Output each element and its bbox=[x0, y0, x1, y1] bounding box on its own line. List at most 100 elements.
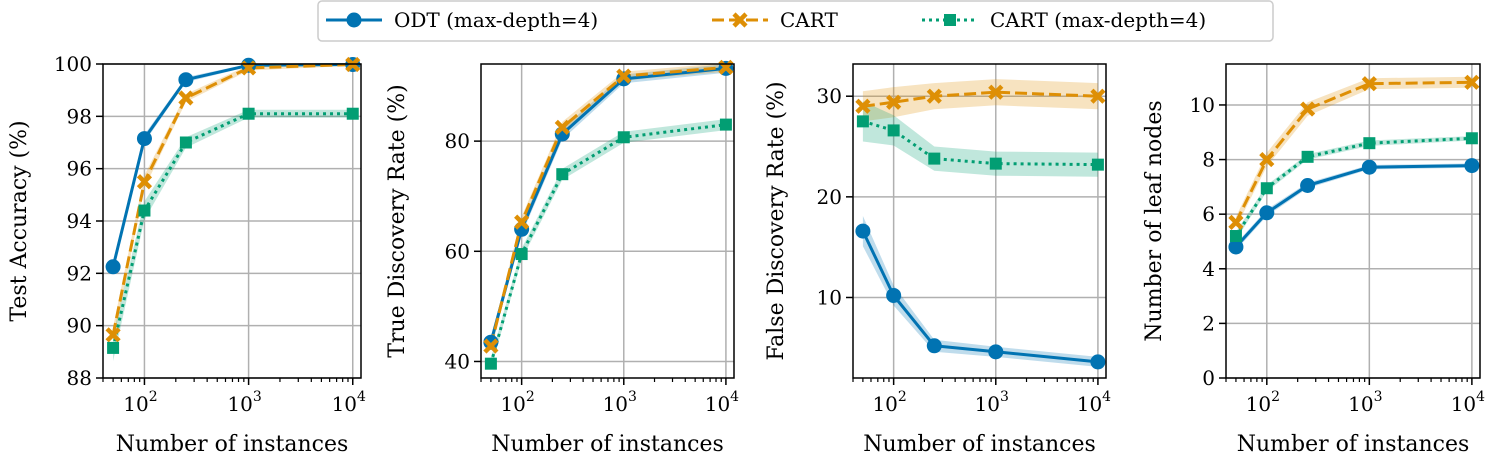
point-cart_d4-3 bbox=[1301, 150, 1314, 163]
point-cart_d4-4 bbox=[1363, 137, 1376, 150]
y-tick-label-1: 10 bbox=[817, 285, 842, 309]
y-tick-label-2: 2 bbox=[1202, 311, 1215, 335]
series-line-cart_d4 bbox=[862, 119, 1098, 167]
band-odt bbox=[1235, 163, 1472, 251]
x-tick-label-exp: 4 bbox=[1476, 389, 1485, 405]
x-tick-label-2: 103 bbox=[975, 389, 1009, 416]
point-cart-5 bbox=[1464, 74, 1480, 90]
point-cart_d4-2 bbox=[1260, 182, 1273, 195]
x-axis-label: Number of instances bbox=[863, 432, 1096, 457]
y-tick-label-5: 8 bbox=[1202, 148, 1215, 172]
legend-label-odt: ODT (max-depth=4) bbox=[394, 8, 598, 32]
y-tick-label-3: 30 bbox=[817, 84, 842, 108]
x-tick-label-exp: 4 bbox=[357, 389, 366, 405]
point-cart_d4-5 bbox=[346, 107, 359, 120]
point-cart-3 bbox=[554, 119, 570, 135]
band-cart bbox=[490, 62, 726, 352]
point-cart-2 bbox=[886, 94, 902, 110]
point-cart_d4-1 bbox=[107, 341, 120, 354]
x-tick-label-exp: 4 bbox=[1102, 389, 1111, 405]
x-tick-label-2: 103 bbox=[603, 389, 637, 416]
x-tick-label-exp: 2 bbox=[149, 389, 158, 405]
point-odt-3 bbox=[178, 72, 194, 88]
y-axis-label: True Discovery Rate (%) bbox=[385, 84, 410, 357]
band-cart bbox=[862, 79, 1098, 122]
point-odt-5 bbox=[1090, 354, 1106, 370]
y-tick-label-2: 60 bbox=[445, 239, 470, 263]
point-cart-1 bbox=[855, 98, 871, 114]
legend-marker-cart bbox=[732, 12, 748, 28]
legend-frame bbox=[317, 0, 1274, 42]
point-cart_d4-1 bbox=[484, 357, 497, 370]
x-tick-label-exp: 3 bbox=[628, 389, 637, 405]
point-cart-3 bbox=[1300, 101, 1316, 117]
point-odt-4 bbox=[988, 344, 1004, 360]
point-odt-2 bbox=[136, 131, 152, 147]
y-tick-label-7: 100 bbox=[54, 52, 92, 76]
series-line-cart_d4 bbox=[111, 112, 353, 349]
point-cart-5 bbox=[1090, 88, 1106, 104]
x-tick-label-1: 102 bbox=[123, 389, 157, 416]
point-cart_d4-3 bbox=[556, 168, 569, 181]
point-odt-1 bbox=[483, 334, 499, 350]
series-line-odt bbox=[489, 66, 727, 343]
x-tick-label-3: 104 bbox=[1077, 389, 1111, 416]
point-cart-3 bbox=[926, 88, 942, 104]
y-tick-label-6: 98 bbox=[67, 104, 92, 128]
point-cart-1 bbox=[483, 338, 499, 354]
y-axis-label: Test Accuracy (%) bbox=[7, 120, 32, 321]
x-tick-label-base: 10 bbox=[705, 392, 730, 416]
x-axis-label: Number of instances bbox=[116, 432, 349, 457]
x-tick-label-2: 103 bbox=[1348, 389, 1382, 416]
x-tick-label-base: 10 bbox=[1077, 392, 1102, 416]
band-cart_d4 bbox=[862, 101, 1098, 177]
point-cart_d4-2 bbox=[138, 204, 151, 217]
y-tick-label-3: 80 bbox=[445, 129, 470, 153]
point-cart-1 bbox=[105, 327, 121, 343]
point-cart_d4-5 bbox=[1465, 132, 1478, 145]
x-tick-label-exp: 4 bbox=[730, 389, 739, 405]
y-tick-label-5: 96 bbox=[67, 157, 92, 181]
x-tick-label-2: 103 bbox=[227, 389, 261, 416]
point-cart-4 bbox=[988, 84, 1004, 100]
band-cart_d4 bbox=[490, 119, 726, 370]
x-tick-label-base: 10 bbox=[332, 392, 357, 416]
point-odt-1 bbox=[855, 223, 871, 239]
point-cart_d4-5 bbox=[1091, 158, 1104, 171]
point-cart-3 bbox=[178, 90, 194, 106]
point-odt-1 bbox=[105, 259, 121, 275]
point-cart_d4-5 bbox=[719, 118, 732, 131]
y-axis-label: False Discovery Rate (%) bbox=[764, 81, 789, 360]
axes-frame bbox=[1225, 63, 1481, 379]
x-tick-label-exp: 2 bbox=[1271, 389, 1280, 405]
point-odt-3 bbox=[1300, 178, 1316, 194]
point-cart-2 bbox=[136, 174, 153, 190]
x-tick-label-base: 10 bbox=[603, 392, 628, 416]
legend: ODT (max-depth=4) CART CART (max-depth=4) bbox=[317, 0, 1274, 42]
band-odt bbox=[490, 64, 726, 348]
point-cart_d4-1 bbox=[1229, 230, 1242, 243]
point-cart-1 bbox=[1228, 214, 1244, 230]
y-tick-label-1: 40 bbox=[445, 349, 470, 373]
x-tick-label-base: 10 bbox=[872, 392, 897, 416]
point-odt-4 bbox=[1361, 159, 1377, 175]
x-tick-label-1: 102 bbox=[872, 389, 906, 416]
y-tick-label-4: 94 bbox=[67, 209, 92, 233]
point-cart-2 bbox=[1259, 151, 1275, 168]
band-cart_d4 bbox=[113, 109, 353, 361]
y-tick-label-1: 88 bbox=[67, 366, 92, 390]
point-cart-4 bbox=[1361, 76, 1377, 92]
point-cart_d4-4 bbox=[242, 107, 255, 120]
point-cart-4 bbox=[616, 68, 632, 84]
y-tick-label-2: 20 bbox=[817, 185, 842, 209]
point-odt-2 bbox=[886, 287, 902, 303]
y-tick-label-1: 0 bbox=[1202, 366, 1215, 390]
y-tick-label-3: 4 bbox=[1202, 257, 1215, 281]
y-axis-label: Number of leaf nodes bbox=[1142, 100, 1167, 341]
legend-label-cart_d4: CART (max-depth=4) bbox=[990, 8, 1206, 32]
point-cart-2 bbox=[514, 214, 530, 230]
